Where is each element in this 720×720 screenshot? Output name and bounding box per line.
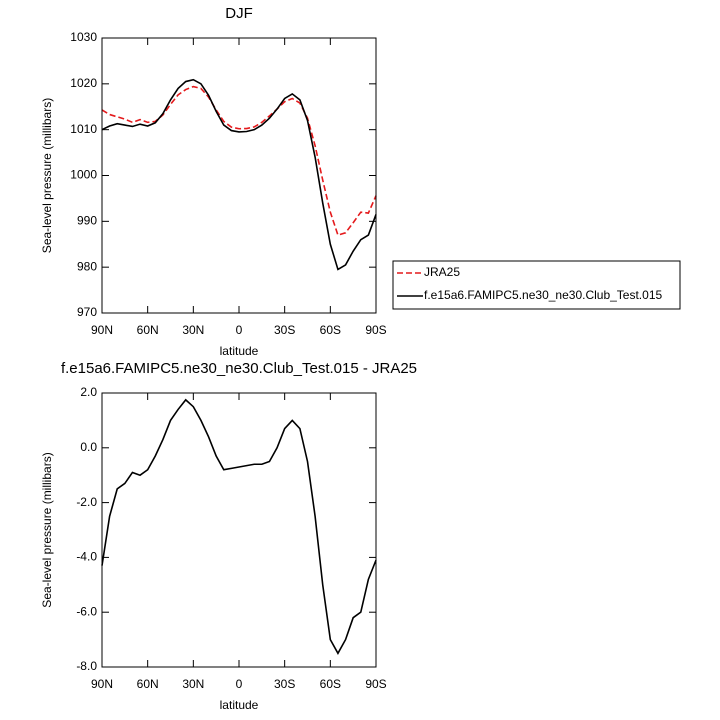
y-tick-label: 980 — [77, 259, 97, 273]
legend-label: JRA25 — [424, 265, 460, 279]
y-tick-label: 1020 — [70, 76, 97, 90]
y-tick-label: 990 — [77, 214, 97, 228]
x-tick-label: 60S — [320, 323, 341, 337]
legend-label: f.e15a6.FAMIPC5.ne30_ne30.Club_Test.015 — [424, 288, 662, 302]
x-tick-label: 30N — [182, 323, 204, 337]
x-axis-label: latitude — [220, 698, 259, 712]
y-tick-label: 0.0 — [80, 440, 97, 454]
x-tick-label: 60N — [137, 677, 159, 691]
x-tick-label: 60S — [320, 677, 341, 691]
x-tick-label: 0 — [236, 323, 243, 337]
y-tick-label: -6.0 — [76, 604, 97, 618]
x-axis-label: latitude — [220, 344, 259, 358]
data-line — [101, 78, 377, 271]
y-axis-label: Sea-level pressure (millibars) — [40, 98, 54, 253]
x-tick-label: 90N — [91, 323, 113, 337]
y-tick-label: 1010 — [70, 122, 97, 136]
y-tick-label: 1030 — [70, 30, 97, 44]
y-tick-label: 1000 — [70, 168, 97, 182]
x-tick-label: 90S — [365, 677, 386, 691]
x-tick-label: 0 — [236, 677, 243, 691]
plot-frame — [101, 392, 377, 668]
y-tick-label: -2.0 — [76, 495, 97, 509]
y-axis-label: Sea-level pressure (millibars) — [40, 452, 54, 607]
data-line — [101, 85, 377, 237]
legend-box — [392, 260, 681, 310]
data-line — [101, 398, 377, 655]
y-tick-label: -8.0 — [76, 659, 97, 673]
x-tick-label: 30S — [274, 323, 295, 337]
x-tick-label: 30N — [182, 677, 204, 691]
x-tick-label: 60N — [137, 323, 159, 337]
y-tick-label: 2.0 — [80, 385, 97, 399]
y-tick-label: -4.0 — [76, 550, 97, 564]
chart-title: DJF — [225, 5, 253, 22]
x-tick-label: 30S — [274, 677, 295, 691]
y-tick-label: 970 — [77, 305, 97, 319]
x-tick-label: 90S — [365, 323, 386, 337]
x-tick-label: 90N — [91, 677, 113, 691]
plot-frame — [101, 37, 377, 314]
chart-title: f.e15a6.FAMIPC5.ne30_ne30.Club_Test.015 … — [61, 360, 417, 377]
